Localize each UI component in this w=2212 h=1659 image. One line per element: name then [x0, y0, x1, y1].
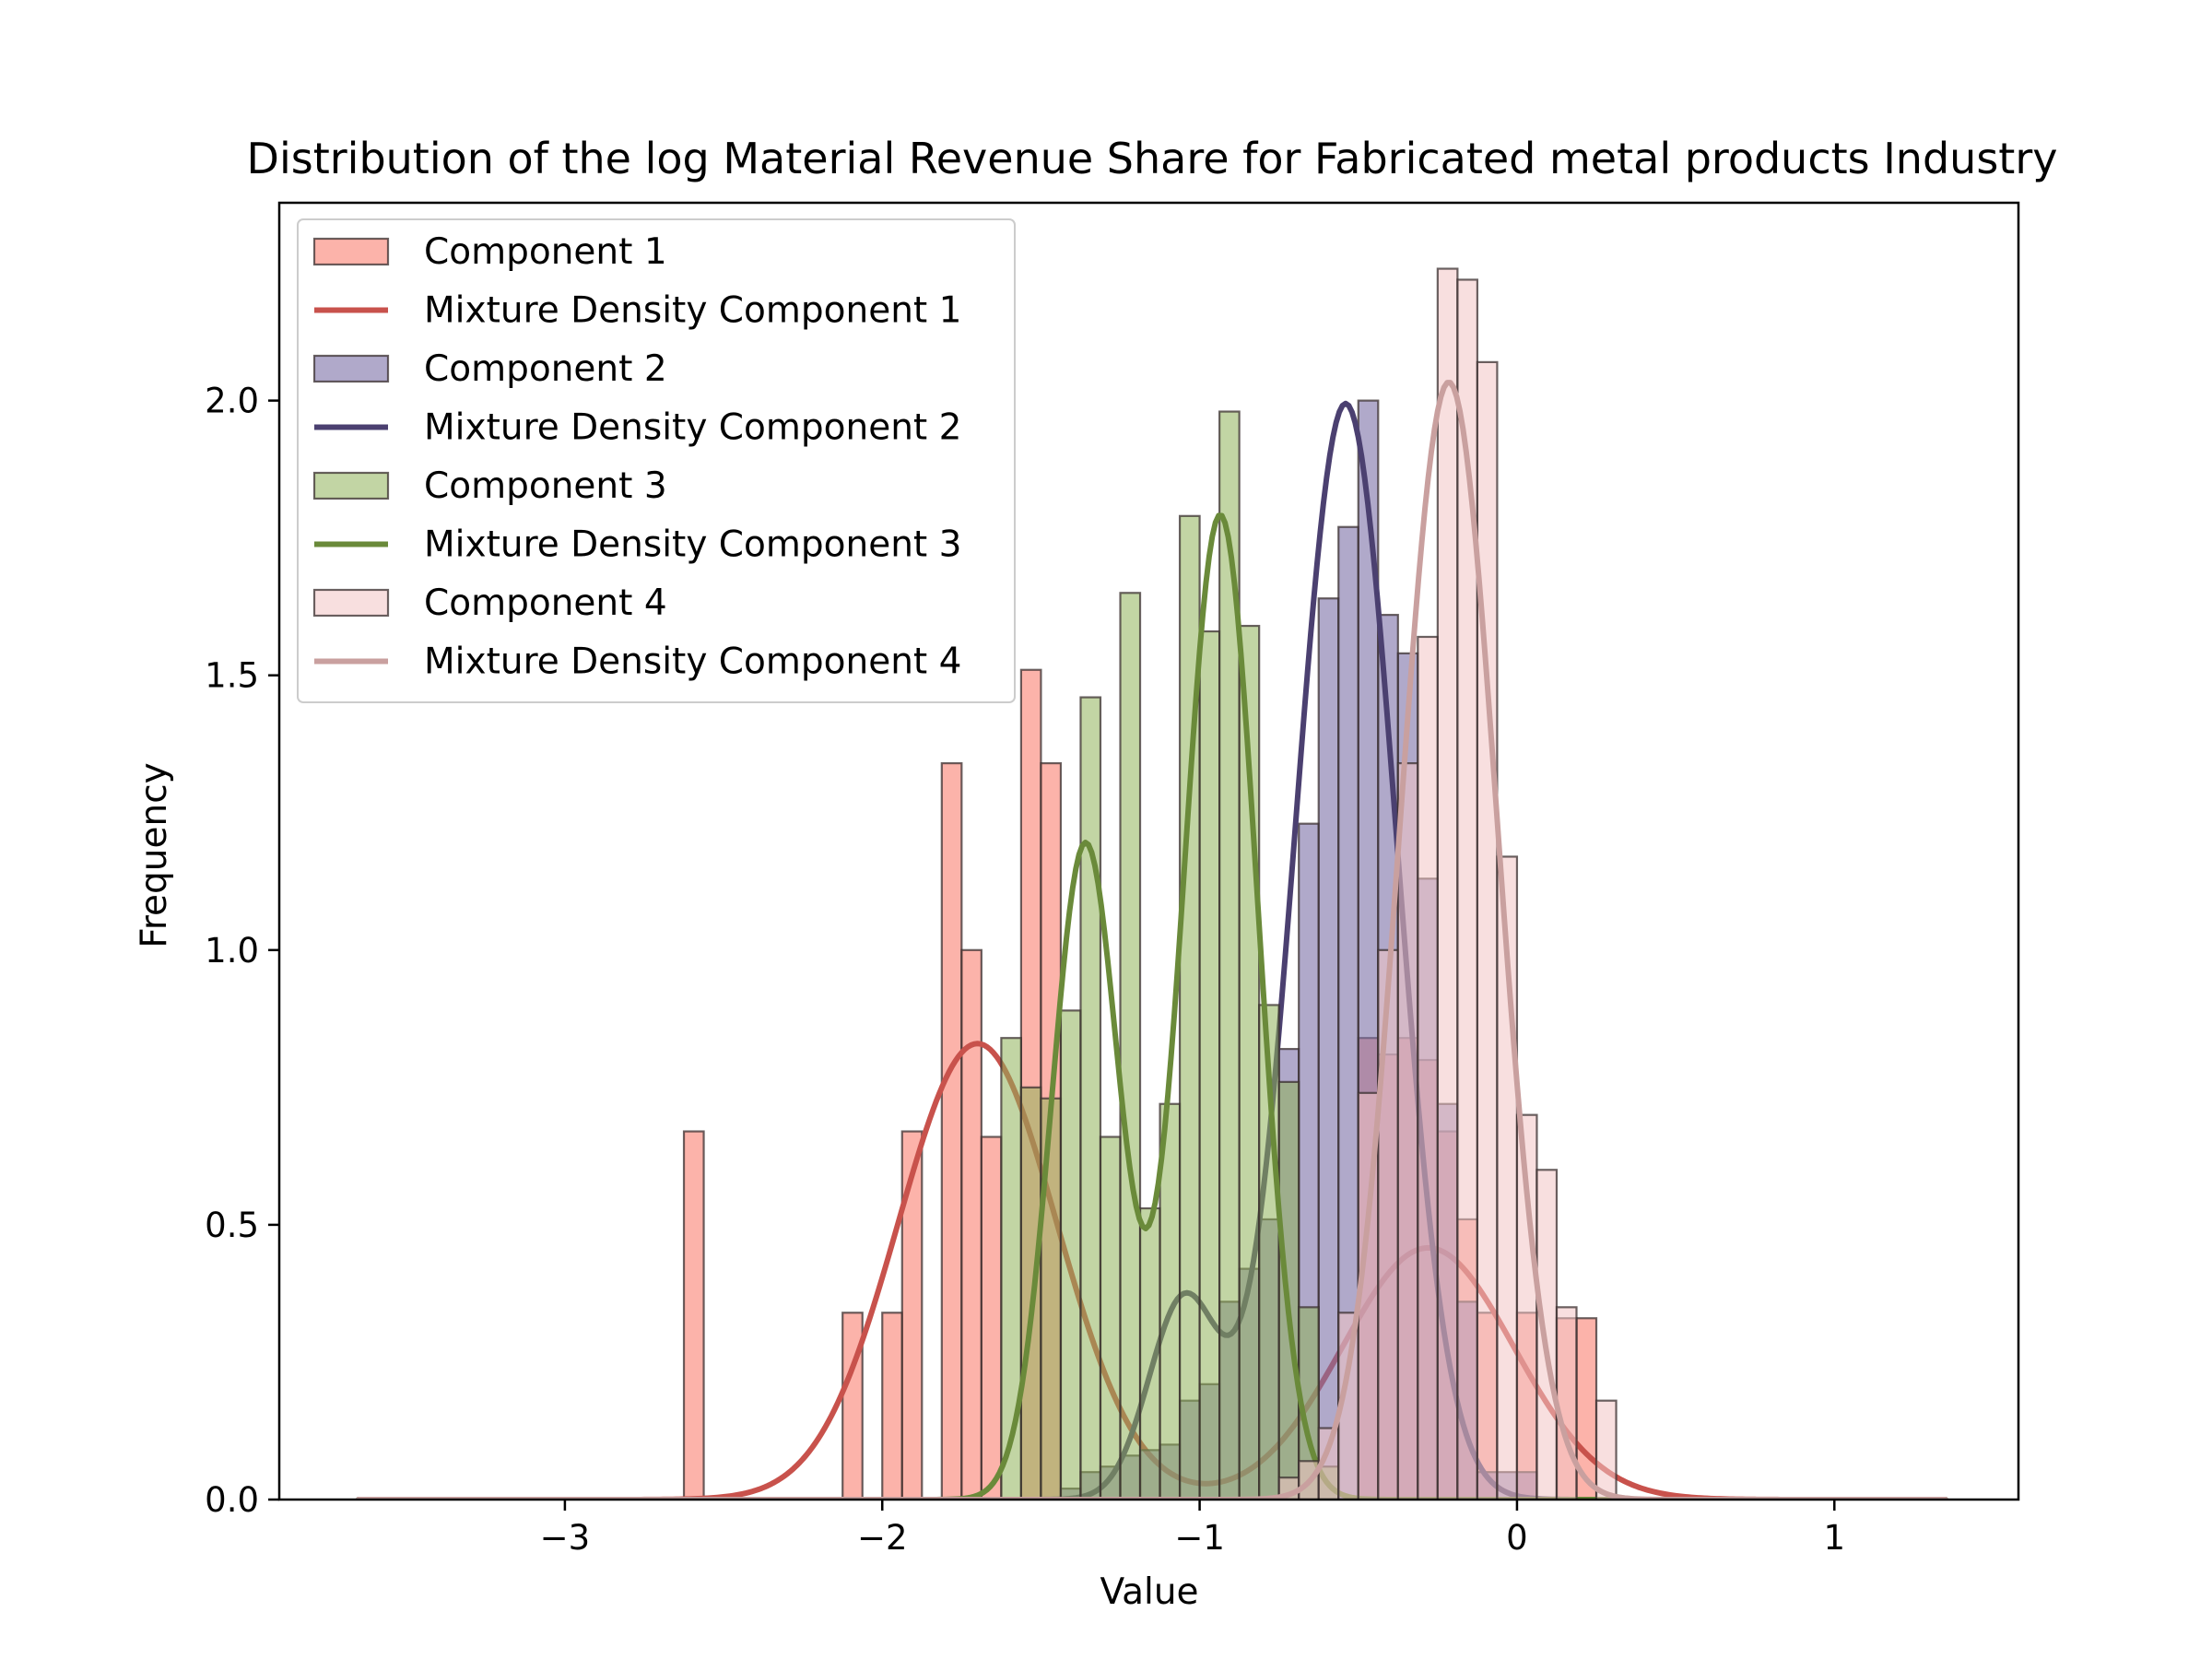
plot-marks — [356, 267, 1948, 1500]
histogram-bar — [1198, 629, 1221, 1500]
histogram-bar — [1377, 948, 1399, 1500]
x-tick-label: −2 — [857, 1518, 908, 1558]
density-line — [356, 512, 1948, 1500]
legend-swatch — [312, 471, 390, 500]
chart-title: Distribution of the log Material Revenue… — [247, 134, 2058, 183]
legend-label: Component 4 — [424, 582, 667, 624]
histogram-bar — [1417, 635, 1439, 1500]
histogram-bar — [1396, 762, 1419, 1500]
legend: Component 1 Mixture Density Component 1 Co… — [297, 218, 1016, 703]
y-tick-label: 0.0 — [205, 1480, 259, 1520]
y-axis-label: Frequency — [134, 762, 175, 947]
legend-entry: Mixture Density Component 2 — [314, 407, 961, 449]
histogram-bar — [1079, 696, 1102, 1500]
legend-label: Component 1 — [424, 231, 667, 273]
legend-swatch — [312, 588, 390, 618]
legend-entry: Mixture Density Component 1 — [314, 290, 961, 332]
legend-swatch — [312, 237, 390, 266]
legend-entry: Component 3 — [312, 465, 667, 507]
histogram-bar — [1555, 1306, 1578, 1500]
histogram-bar — [1535, 1169, 1559, 1500]
histogram-bar — [1436, 267, 1459, 1500]
y-tick-label: 1.0 — [205, 931, 259, 971]
legend-label: Mixture Density Component 2 — [424, 407, 961, 449]
histogram-bar — [1594, 1399, 1618, 1500]
y-tick-label: 2.0 — [205, 382, 259, 421]
x-tick-label: 1 — [1824, 1518, 1846, 1558]
legend-label: Mixture Density Component 1 — [424, 290, 961, 332]
y-tick-label: 0.5 — [205, 1206, 259, 1245]
legend-box — [297, 218, 1016, 703]
histogram-bar — [960, 948, 982, 1500]
legend-entry: Component 1 — [312, 231, 667, 273]
histogram-bar — [1317, 597, 1340, 1500]
histogram-bar — [1138, 1206, 1161, 1500]
histogram-bar — [1059, 1009, 1082, 1500]
legend-label: Component 2 — [424, 348, 667, 390]
histogram-bar — [881, 1312, 903, 1500]
legend-entry: Component 4 — [312, 582, 667, 624]
legend-entry: Component 2 — [312, 348, 667, 390]
legend-label: Mixture Density Component 4 — [424, 641, 961, 683]
y-tick-label: 1.5 — [205, 656, 259, 696]
histogram-bar — [900, 1130, 924, 1500]
histogram-bar — [1099, 1135, 1122, 1500]
histogram-bar — [940, 762, 963, 1500]
histogram-bar — [1218, 410, 1241, 1500]
x-tick-label: −1 — [1174, 1518, 1225, 1558]
legend-label: Mixture Density Component 3 — [424, 524, 961, 566]
axes-frame — [277, 201, 2020, 1501]
x-axis-label: Value — [1100, 1571, 1198, 1613]
histogram-bar — [980, 1135, 1003, 1500]
histogram-bar — [682, 1130, 705, 1500]
histogram-bar — [1476, 360, 1499, 1500]
legend-label: Component 3 — [424, 465, 667, 507]
histogram-bar — [1119, 592, 1142, 1500]
histogram-4 — [1277, 267, 1618, 1500]
legend-entry: Mixture Density Component 3 — [314, 524, 961, 566]
legend-swatch — [312, 354, 390, 383]
legend-entry: Mixture Density Component 4 — [314, 641, 961, 683]
plot-area — [356, 267, 1948, 1500]
x-tick-label: −3 — [540, 1518, 591, 1558]
x-tick-label: 0 — [1506, 1518, 1528, 1558]
axes: −3 −2 −1 0 1 0.0 0.5 1.0 1.5 2.0 — [205, 201, 2020, 1558]
histogram-3 — [1000, 410, 1340, 1500]
